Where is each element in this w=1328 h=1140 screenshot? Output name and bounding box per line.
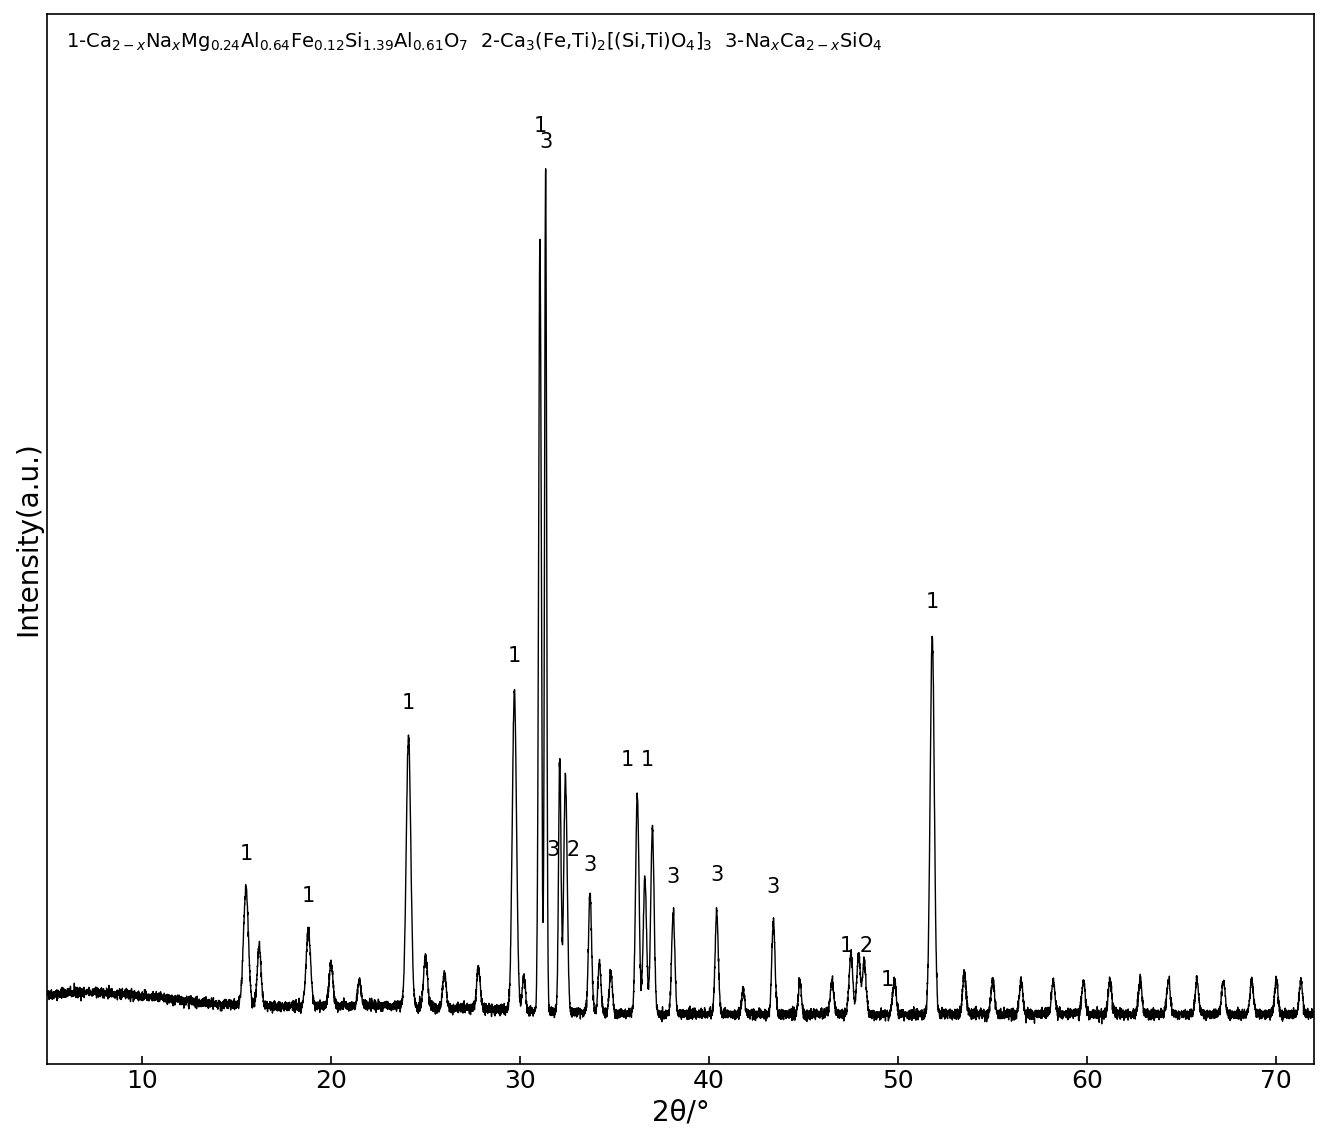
Text: 1 1: 1 1 (620, 750, 653, 771)
Text: 3: 3 (766, 878, 780, 897)
Text: 1: 1 (402, 693, 416, 712)
Text: 1: 1 (239, 844, 252, 864)
Text: 1 2: 1 2 (841, 936, 874, 956)
Text: 3: 3 (710, 865, 724, 886)
Text: 1: 1 (507, 645, 521, 666)
Text: 1-Ca$_{2-x}$Na$_x$Mg$_{0.24}$Al$_{0.64}$Fe$_{0.12}$Si$_{1.39}$Al$_{0.61}$O$_7$  : 1-Ca$_{2-x}$Na$_x$Mg$_{0.24}$Al$_{0.64}$… (66, 30, 883, 52)
Text: 3: 3 (667, 868, 680, 887)
Text: 1: 1 (926, 592, 939, 612)
Y-axis label: Intensity(a.u.): Intensity(a.u.) (13, 441, 42, 636)
X-axis label: 2θ/°: 2θ/° (652, 1098, 709, 1126)
Text: 1: 1 (880, 970, 894, 991)
Text: 1: 1 (301, 886, 315, 906)
Text: 3: 3 (583, 855, 596, 876)
Text: 1: 1 (534, 116, 547, 136)
Text: 3: 3 (539, 131, 552, 152)
Text: 3 2: 3 2 (547, 840, 580, 861)
